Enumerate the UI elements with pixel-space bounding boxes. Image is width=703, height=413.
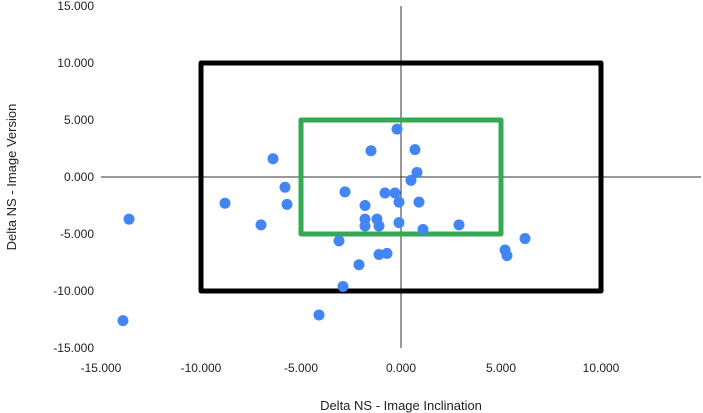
data-point (379, 187, 391, 199)
x-tick-label: -15.000 (81, 361, 122, 375)
data-point (409, 144, 421, 156)
data-points (117, 123, 531, 327)
y-tick-label: -15.000 (53, 341, 94, 355)
inner-threshold-box (298, 117, 504, 237)
y-axis-label: Delta NS - Image Version (4, 104, 19, 251)
data-point (389, 187, 401, 199)
y-tick-label: 5.000 (64, 113, 94, 127)
axes (101, 6, 701, 348)
data-point (393, 217, 405, 229)
data-point (519, 233, 531, 245)
data-point (417, 223, 429, 235)
data-point (413, 196, 425, 208)
x-axis-label: Delta NS - Image Inclination (320, 398, 482, 413)
data-point (453, 219, 465, 231)
data-point (337, 280, 349, 292)
y-tick-label: -10.000 (53, 284, 94, 298)
threshold-boxes (198, 60, 604, 294)
y-tick-label: -5.000 (60, 227, 94, 241)
data-point (279, 181, 291, 193)
data-point (359, 200, 371, 211)
y-tick-label: 0.000 (64, 170, 94, 184)
data-point (353, 259, 365, 271)
y-tick-label: 10.000 (57, 56, 94, 70)
data-point (117, 315, 129, 327)
data-point (381, 247, 393, 259)
data-point (501, 250, 513, 262)
data-point (373, 220, 385, 232)
data-point (405, 174, 417, 186)
tick-labels: -15.000 -10.000 -5.000 0.000 5.000 10.000 15.0… (53, 0, 619, 375)
data-point (365, 145, 377, 157)
x-tick-label: 10.000 (583, 361, 620, 375)
x-tick-label: 5.000 (486, 361, 516, 375)
x-tick-label: -10.000 (181, 361, 222, 375)
data-point (123, 213, 135, 225)
data-point (267, 153, 279, 165)
y-tick-label: 15.000 (57, 0, 94, 13)
data-point (333, 235, 345, 247)
x-tick-label: 0.000 (386, 361, 416, 375)
data-point (313, 309, 325, 321)
x-tick-label: -5.000 (284, 361, 318, 375)
data-point (391, 123, 403, 135)
outer-threshold-box (198, 60, 604, 294)
data-point (393, 196, 405, 208)
data-point (411, 166, 423, 178)
data-point (281, 198, 293, 210)
data-point (339, 186, 351, 198)
data-point (255, 219, 267, 231)
data-point (219, 197, 231, 209)
data-point (359, 220, 371, 232)
